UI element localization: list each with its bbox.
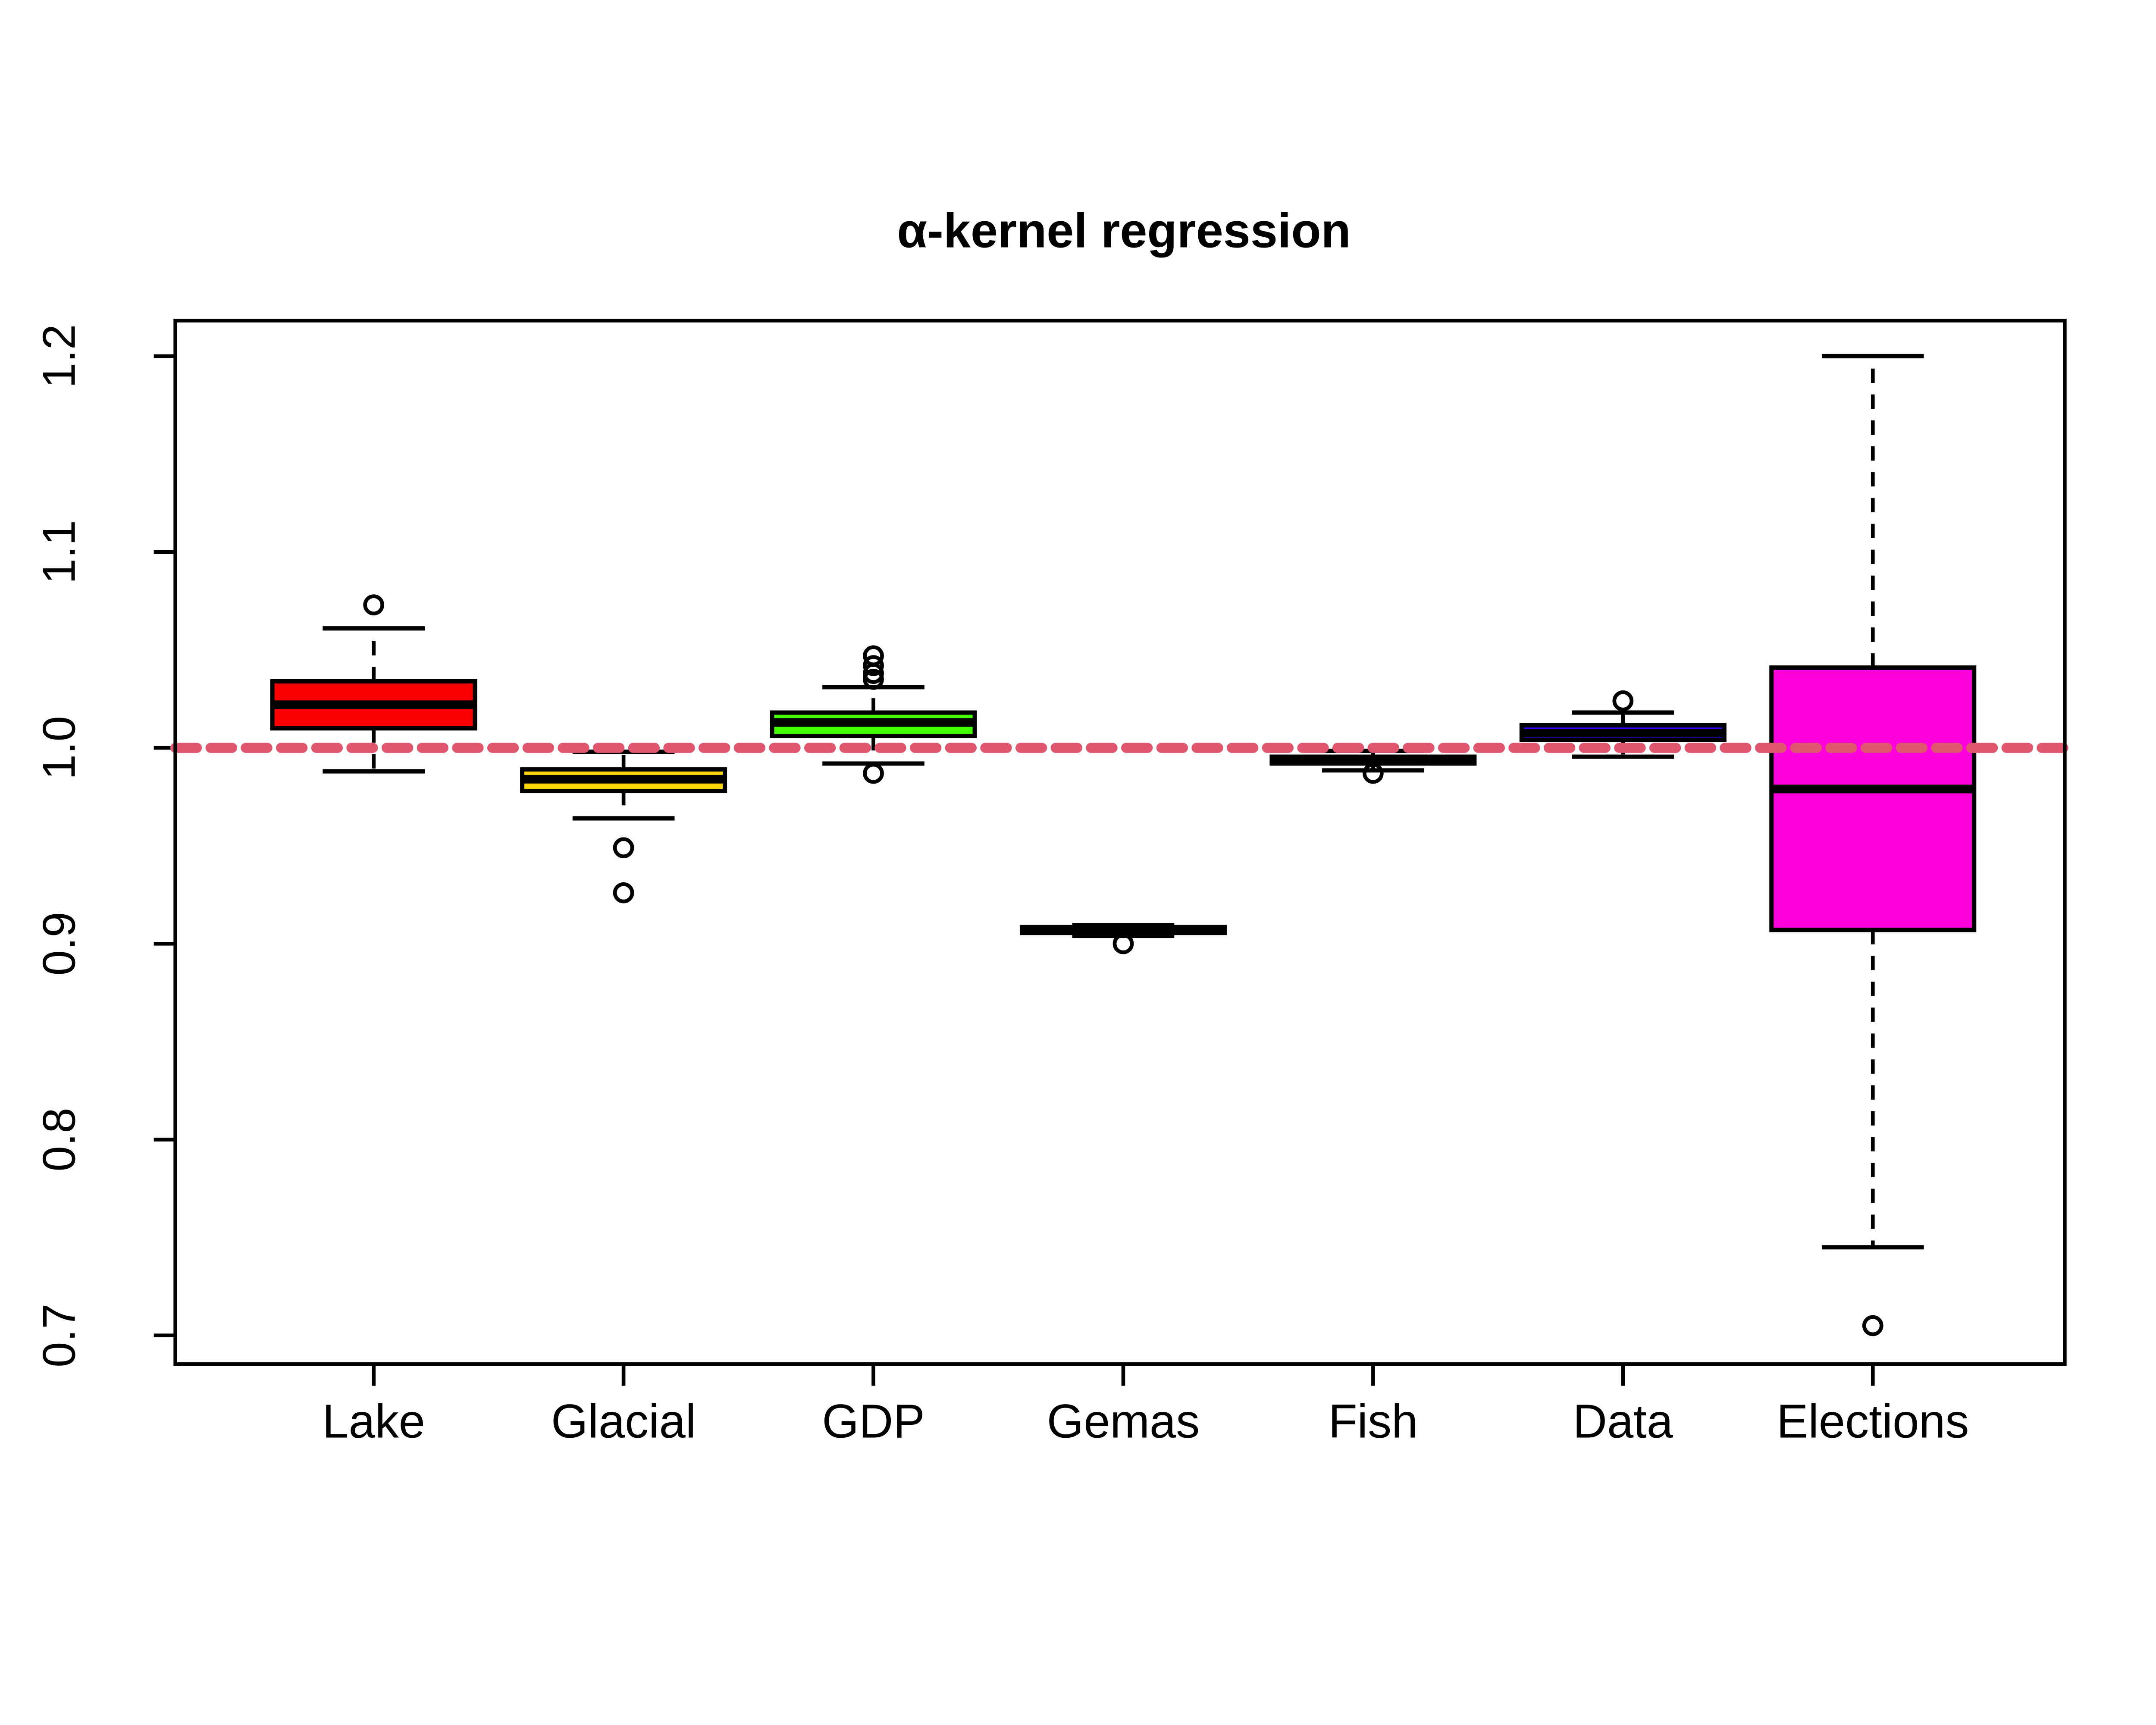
outlier-elections xyxy=(1862,1315,1883,1336)
outlier-fish xyxy=(1363,762,1384,784)
x-axis-label-glacial: Glacial xyxy=(551,1395,696,1448)
y-axis-tick-label: 0.7 xyxy=(33,1304,85,1367)
x-axis-label-data: Data xyxy=(1573,1395,1673,1448)
plot-area: 0.7 0.8 0.9 1.0 1.1 1.2 Lake Glacial GDP Gemas Fis… xyxy=(33,319,2070,1448)
y-axis-tick-label: 1.2 xyxy=(33,324,85,388)
x-axis-label-elections: Elections xyxy=(1777,1395,1969,1448)
x-axis-label-lake: Lake xyxy=(322,1395,425,1448)
outlier-glacial xyxy=(613,882,634,903)
outlier-gdp xyxy=(863,655,884,676)
x-axis-label-gemas: Gemas xyxy=(1047,1395,1200,1448)
x-axis-label-fish: Fish xyxy=(1328,1395,1418,1448)
box-elections xyxy=(1769,665,1977,932)
outlier-glacial xyxy=(613,837,634,859)
outlier-gdp xyxy=(863,762,884,784)
y-axis-tick-label: 1.1 xyxy=(33,520,85,584)
outlier-lake xyxy=(363,594,385,615)
outlier-data xyxy=(1612,690,1634,712)
outlier-gdp xyxy=(863,668,884,690)
y-axis-tick-label: 0.8 xyxy=(33,1107,85,1171)
outlier-gemas xyxy=(1112,933,1134,954)
plot-frame xyxy=(173,319,2067,1366)
x-axis-label-gdp: GDP xyxy=(822,1395,924,1448)
chart-title: α-kernel regression xyxy=(897,203,1351,258)
y-axis-tick-label: 1.0 xyxy=(33,716,85,780)
y-axis-tick-label: 0.9 xyxy=(33,912,85,975)
